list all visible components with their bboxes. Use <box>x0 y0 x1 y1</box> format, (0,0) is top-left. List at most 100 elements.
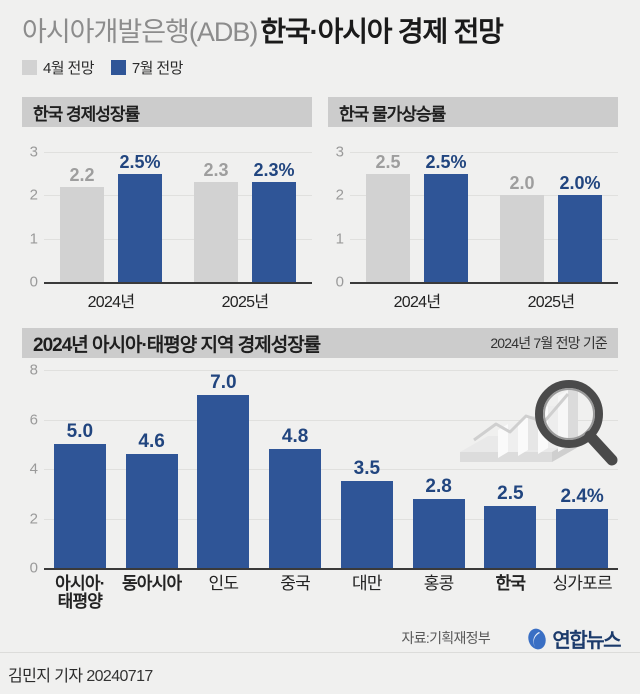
byline-reporter: 김민지 기자 <box>8 668 83 685</box>
legend: 4월 전망 7월 전망 <box>22 57 183 78</box>
byline: 김민지 기자 20240717 <box>8 662 153 686</box>
x-axis-category-label: 2025년 <box>527 294 576 311</box>
x-axis-category-label: 2025년 <box>221 294 270 311</box>
gridline <box>44 152 312 153</box>
bar-july: 2.0% <box>558 174 602 282</box>
legend-item-july: 7월 전망 <box>110 57 184 78</box>
bar-july: 2.5% <box>424 153 468 282</box>
bar-value-label: 7.0 <box>210 371 237 393</box>
bar-value-label: 4.8 <box>281 426 309 448</box>
bar-july: 2.5 <box>484 484 537 568</box>
y-axis-tick-label: 2 <box>29 510 38 527</box>
y-axis-tick-label: 6 <box>29 411 38 428</box>
y-axis-tick-label: 3 <box>335 143 344 161</box>
panel-title-korea-inflation: 한국 물가상승률 <box>339 104 446 124</box>
bar-value-label: 5.0 <box>66 421 94 443</box>
legend-item-april: 4월 전망 <box>22 57 95 78</box>
gridline <box>350 152 618 153</box>
legend-swatch-blue-icon <box>110 60 126 75</box>
gridline <box>44 419 618 421</box>
bar-value-label: 2.2 <box>69 164 95 185</box>
bar-april: 2.3 <box>194 161 238 282</box>
y-axis-tick-label: 0 <box>29 559 38 577</box>
y-axis-tick-label: 3 <box>29 143 38 161</box>
bar-value-label: 2.5 <box>497 483 524 505</box>
y-axis-tick-label: 2 <box>29 186 38 204</box>
bar-april: 2.5 <box>366 153 410 282</box>
3d-bar-chart-icon <box>460 390 580 462</box>
bar-value-label: 2.8 <box>425 475 452 497</box>
panel-title-korea-growth: 한국 경제성장률 <box>33 104 140 124</box>
bar-july: 7.0 <box>197 373 250 568</box>
gridline <box>350 238 618 240</box>
gridline <box>44 518 618 520</box>
bar-value-label: 2.5 <box>375 151 401 172</box>
x-axis-line <box>350 282 618 284</box>
bar-value-label: 2.5% <box>119 151 161 172</box>
y-axis-tick-label: 0 <box>29 273 38 291</box>
y-axis-tick-label: 2 <box>335 186 344 204</box>
bar-value-label: 2.0% <box>559 173 601 194</box>
bar-value-label: 2.0 <box>509 173 535 194</box>
bar-july: 4.8 <box>269 427 322 568</box>
y-axis-tick-label: 4 <box>29 460 38 478</box>
gridline <box>44 370 618 371</box>
page-title-bold: 한국·아시아 경제 전망 <box>260 16 504 47</box>
chart-korea-inflation: 0 1 2 3 2.5 2.5% 2024년 2.0 2.0% 2025년 <box>336 145 618 311</box>
panel-header-korea-growth: 한국 경제성장률 <box>22 97 312 127</box>
bar-value-label: 2.4% <box>560 485 604 507</box>
bar-value-label: 2.3 <box>203 160 229 181</box>
yonhap-news-logo: 연합뉴스 <box>526 624 621 653</box>
bar-value-label: 3.5 <box>353 458 381 480</box>
x-axis-category-label: 한국 <box>495 574 526 593</box>
x-axis-category-label: 동아시아 <box>121 574 182 593</box>
panel-subtitle-asia-growth: 2024년 7월 전망 기준 <box>490 335 607 351</box>
footer-divider <box>0 652 640 653</box>
bar-april: 2.2 <box>60 166 104 282</box>
bar-july: 2.5% <box>118 153 162 282</box>
bar-july: 5.0 <box>53 422 106 568</box>
x-axis-category-label: 대만 <box>352 574 382 593</box>
bar-value-label: 4.6 <box>138 431 165 453</box>
bar-july: 2.3% <box>252 161 296 282</box>
bar-april: 2.0 <box>500 174 544 282</box>
bar-value-label: 2.3% <box>253 160 295 181</box>
legend-swatch-gray-icon <box>22 60 37 75</box>
x-axis-category-label: 홍콩 <box>423 574 454 593</box>
x-axis-line <box>44 568 618 570</box>
y-axis-tick-label: 1 <box>335 230 344 248</box>
chart-korea-growth: 0 1 2 3 2.2 2.5% 2024년 2.3 2.3% 2025년 <box>30 145 312 311</box>
yonhap-news-text: 연합뉴스 <box>552 630 621 652</box>
legend-label-july: 7월 전망 <box>131 60 184 77</box>
bar-july: 2.4% <box>556 487 609 568</box>
bar-july: 4.6 <box>125 432 178 568</box>
page-title: 아시아개발은행(ADB) 한국·아시아 경제 전망 <box>22 10 620 50</box>
x-axis-category-label: 아시아· 태평양 <box>55 574 105 611</box>
gridline <box>44 195 312 197</box>
bar-july: 3.5 <box>340 459 393 568</box>
panel-header-asia-growth: 2024년 아시아·태평양 지역 경제성장률 2024년 7월 전망 기준 <box>22 328 618 358</box>
x-axis-line <box>44 282 312 284</box>
page-title-light: 아시아개발은행(ADB) <box>22 17 258 47</box>
yonhap-swirl-icon <box>528 628 547 649</box>
x-axis-category-label: 2024년 <box>87 294 136 311</box>
panel-header-korea-inflation: 한국 물가상승률 <box>328 97 618 127</box>
gridline <box>350 195 618 197</box>
gridline <box>44 238 312 240</box>
x-axis-category-label: 2024년 <box>393 294 442 311</box>
gridline <box>44 469 618 470</box>
panel-title-asia-growth: 2024년 아시아·태평양 지역 경제성장률 <box>33 334 321 356</box>
bar-july: 2.8 <box>412 477 465 568</box>
y-axis-tick-label: 1 <box>29 230 38 248</box>
bar-value-label: 2.5% <box>425 151 467 172</box>
x-axis-category-label: 인도 <box>208 574 239 593</box>
byline-date: 20240717 <box>86 668 153 685</box>
y-axis-tick-label: 0 <box>335 273 344 291</box>
magnifying-glass-icon <box>535 380 618 466</box>
legend-label-april: 4월 전망 <box>43 60 95 77</box>
chart-asia-pacific-growth: 0 2 4 6 8 5.0 아시아· 태평양 4.6 동아시아 7.0 인도 4.8 중국 3.5 대만 2.8… <box>30 363 618 610</box>
x-axis-category-label: 중국 <box>280 574 310 593</box>
x-axis-category-label: 싱가포르 <box>552 574 612 593</box>
y-axis-tick-label: 8 <box>29 361 38 379</box>
